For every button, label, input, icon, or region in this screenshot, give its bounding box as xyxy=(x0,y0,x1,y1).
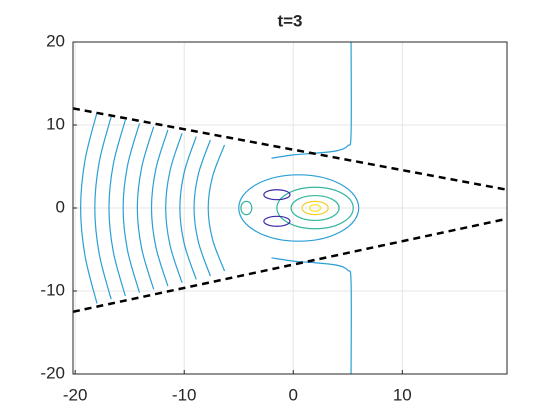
chart-title: t=3 xyxy=(277,11,302,30)
dashed-line xyxy=(73,107,507,191)
x-tick-label: 10 xyxy=(393,385,412,404)
contour-line xyxy=(271,257,352,374)
contour-ring xyxy=(238,174,360,242)
y-tick-label: 0 xyxy=(56,197,65,216)
contour-ring xyxy=(309,204,322,212)
contour-line xyxy=(271,42,352,159)
x-tick-label: -10 xyxy=(172,385,197,404)
contour-ring xyxy=(263,215,291,227)
contour-line xyxy=(179,136,197,280)
plot-area xyxy=(73,42,507,374)
contour-line xyxy=(136,126,155,290)
contour-ring xyxy=(290,194,340,222)
x-tick-label: -20 xyxy=(63,385,88,404)
contour-line xyxy=(94,116,112,300)
contour-line xyxy=(150,129,169,287)
contour-ring xyxy=(301,200,329,216)
contour-line xyxy=(165,133,183,283)
y-tick-label: -20 xyxy=(40,363,65,382)
contour-line xyxy=(80,112,98,304)
contour-line xyxy=(122,123,141,293)
contour-line xyxy=(207,144,226,272)
contour-ring xyxy=(240,200,253,216)
x-tick-label: 0 xyxy=(289,385,298,404)
contour-ring xyxy=(276,186,354,230)
contour-line xyxy=(193,139,211,277)
y-tick-label: -10 xyxy=(40,280,65,299)
axes-box xyxy=(72,41,508,375)
y-tick-label: 10 xyxy=(46,114,65,133)
dashed-line xyxy=(73,217,507,313)
contour-line xyxy=(108,119,126,297)
y-tick-label: 20 xyxy=(46,31,65,50)
contour-ring xyxy=(263,189,291,201)
